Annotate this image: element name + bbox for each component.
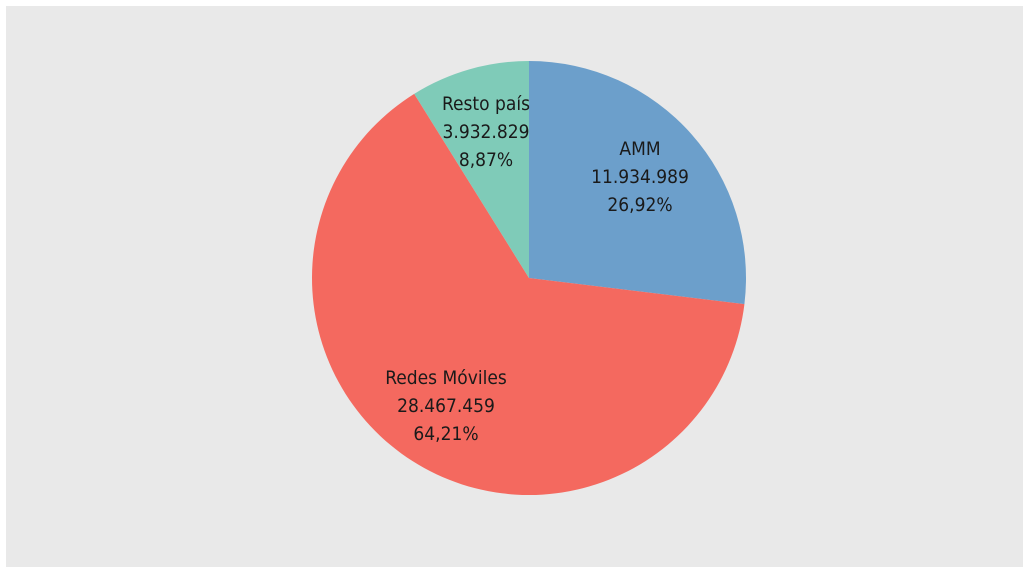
slice-label-resto-pa-s-name: Resto país — [442, 93, 530, 115]
slice-label-resto-pa-s-value: 3.932.829 — [443, 121, 530, 143]
slice-label-amm-pct: 26,92% — [607, 194, 672, 216]
pie-slice-amm — [529, 61, 746, 305]
slice-label-redes-m-viles-pct: 64,21% — [413, 423, 478, 445]
pie-slice-resto-pa-s — [414, 61, 529, 278]
slice-label-amm-value: 11.934.989 — [591, 166, 689, 188]
slice-label-redes-m-viles-value: 28.467.459 — [397, 395, 495, 417]
slice-label-redes-m-viles-name: Redes Móviles — [385, 367, 507, 389]
pie-slice-redes-m-viles — [312, 93, 745, 496]
slice-label-resto-pa-s-pct: 8,87% — [459, 149, 513, 171]
slice-label-amm-name: AMM — [619, 138, 660, 160]
